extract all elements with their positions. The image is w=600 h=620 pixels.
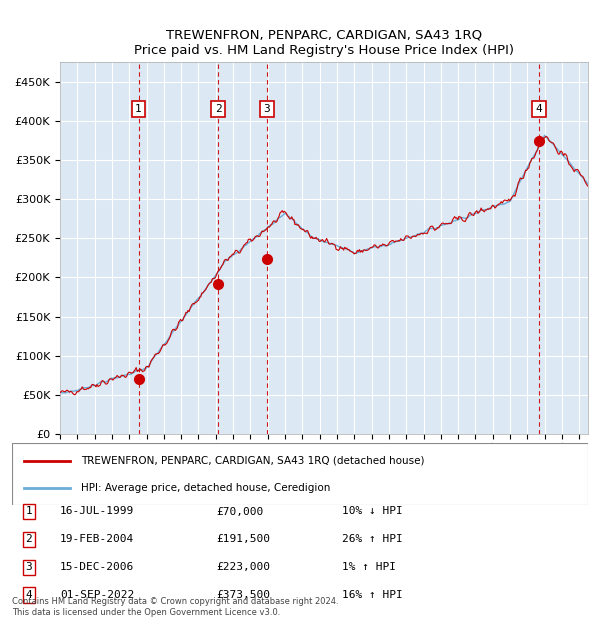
Title: TREWENFRON, PENPARC, CARDIGAN, SA43 1RQ
Price paid vs. HM Land Registry's House : TREWENFRON, PENPARC, CARDIGAN, SA43 1RQ … xyxy=(134,29,514,56)
Text: £223,000: £223,000 xyxy=(216,562,270,572)
Text: 16% ↑ HPI: 16% ↑ HPI xyxy=(342,590,403,600)
Text: 15-DEC-2006: 15-DEC-2006 xyxy=(60,562,134,572)
Text: 01-SEP-2022: 01-SEP-2022 xyxy=(60,590,134,600)
Text: 1: 1 xyxy=(135,104,142,114)
Text: 19-FEB-2004: 19-FEB-2004 xyxy=(60,534,134,544)
Text: 4: 4 xyxy=(536,104,542,114)
Text: 16-JUL-1999: 16-JUL-1999 xyxy=(60,507,134,516)
Text: £70,000: £70,000 xyxy=(216,507,263,516)
Text: £373,500: £373,500 xyxy=(216,590,270,600)
FancyBboxPatch shape xyxy=(12,443,588,505)
Text: 3: 3 xyxy=(25,562,32,572)
Text: 1% ↑ HPI: 1% ↑ HPI xyxy=(342,562,396,572)
Text: 4: 4 xyxy=(25,590,32,600)
Text: 1: 1 xyxy=(25,507,32,516)
Text: HPI: Average price, detached house, Ceredigion: HPI: Average price, detached house, Cere… xyxy=(81,483,331,493)
Text: 2: 2 xyxy=(25,534,32,544)
Text: Contains HM Land Registry data © Crown copyright and database right 2024.
This d: Contains HM Land Registry data © Crown c… xyxy=(12,598,338,617)
Text: 10% ↓ HPI: 10% ↓ HPI xyxy=(342,507,403,516)
Text: £191,500: £191,500 xyxy=(216,534,270,544)
Text: TREWENFRON, PENPARC, CARDIGAN, SA43 1RQ (detached house): TREWENFRON, PENPARC, CARDIGAN, SA43 1RQ … xyxy=(81,456,425,466)
Text: 3: 3 xyxy=(263,104,271,114)
Text: 2: 2 xyxy=(215,104,221,114)
Text: 26% ↑ HPI: 26% ↑ HPI xyxy=(342,534,403,544)
